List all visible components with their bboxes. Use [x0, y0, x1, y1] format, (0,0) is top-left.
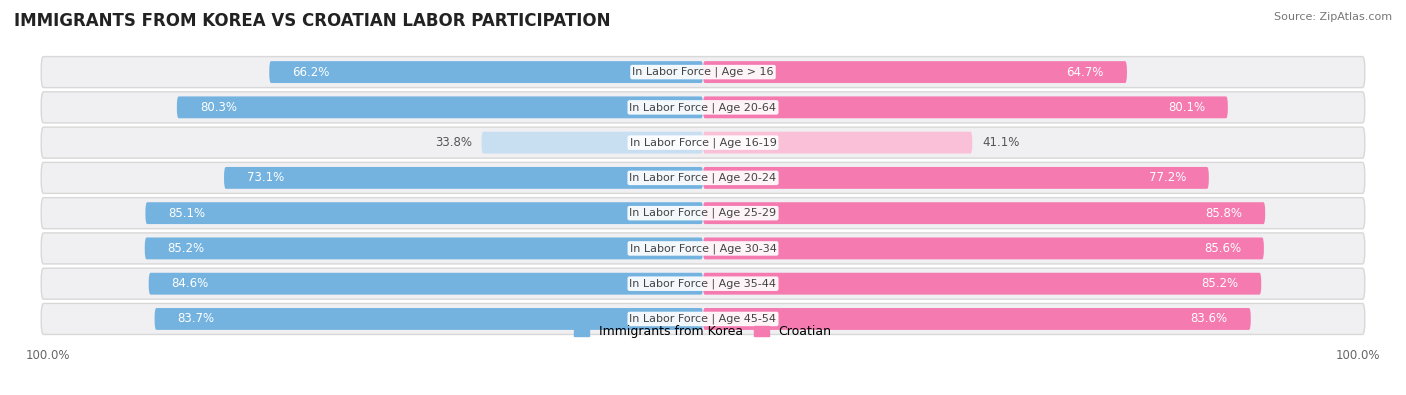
FancyBboxPatch shape: [703, 273, 1261, 295]
FancyBboxPatch shape: [155, 308, 703, 330]
Legend: Immigrants from Korea, Croatian: Immigrants from Korea, Croatian: [569, 320, 837, 343]
FancyBboxPatch shape: [145, 237, 703, 260]
Text: In Labor Force | Age 25-29: In Labor Force | Age 25-29: [630, 208, 776, 218]
FancyBboxPatch shape: [41, 198, 1365, 229]
FancyBboxPatch shape: [149, 273, 703, 295]
Text: In Labor Force | Age 35-44: In Labor Force | Age 35-44: [630, 278, 776, 289]
Text: In Labor Force | Age 20-64: In Labor Force | Age 20-64: [630, 102, 776, 113]
Text: In Labor Force | Age 30-34: In Labor Force | Age 30-34: [630, 243, 776, 254]
Text: 83.7%: 83.7%: [177, 312, 215, 325]
FancyBboxPatch shape: [41, 92, 1365, 123]
Text: 85.6%: 85.6%: [1204, 242, 1241, 255]
Text: In Labor Force | Age 16-19: In Labor Force | Age 16-19: [630, 137, 776, 148]
Text: 85.2%: 85.2%: [1201, 277, 1239, 290]
Text: IMMIGRANTS FROM KOREA VS CROATIAN LABOR PARTICIPATION: IMMIGRANTS FROM KOREA VS CROATIAN LABOR …: [14, 12, 610, 30]
FancyBboxPatch shape: [703, 96, 1227, 118]
FancyBboxPatch shape: [41, 233, 1365, 264]
FancyBboxPatch shape: [481, 132, 703, 154]
Text: 41.1%: 41.1%: [983, 136, 1019, 149]
Text: In Labor Force | Age > 16: In Labor Force | Age > 16: [633, 67, 773, 77]
FancyBboxPatch shape: [41, 268, 1365, 299]
FancyBboxPatch shape: [269, 61, 703, 83]
FancyBboxPatch shape: [145, 202, 703, 224]
Text: 84.6%: 84.6%: [172, 277, 209, 290]
Text: In Labor Force | Age 45-54: In Labor Force | Age 45-54: [630, 314, 776, 324]
FancyBboxPatch shape: [703, 61, 1128, 83]
Text: 85.2%: 85.2%: [167, 242, 205, 255]
Text: In Labor Force | Age 20-24: In Labor Force | Age 20-24: [630, 173, 776, 183]
FancyBboxPatch shape: [177, 96, 703, 118]
Text: 85.8%: 85.8%: [1205, 207, 1243, 220]
FancyBboxPatch shape: [703, 237, 1264, 260]
Text: 33.8%: 33.8%: [434, 136, 471, 149]
FancyBboxPatch shape: [703, 308, 1251, 330]
FancyBboxPatch shape: [41, 162, 1365, 194]
FancyBboxPatch shape: [41, 127, 1365, 158]
Text: Source: ZipAtlas.com: Source: ZipAtlas.com: [1274, 12, 1392, 22]
FancyBboxPatch shape: [703, 132, 973, 154]
Text: 66.2%: 66.2%: [292, 66, 329, 79]
FancyBboxPatch shape: [224, 167, 703, 189]
FancyBboxPatch shape: [703, 167, 1209, 189]
FancyBboxPatch shape: [703, 202, 1265, 224]
Text: 73.1%: 73.1%: [247, 171, 284, 184]
Text: 64.7%: 64.7%: [1067, 66, 1104, 79]
Text: 80.1%: 80.1%: [1168, 101, 1205, 114]
FancyBboxPatch shape: [41, 303, 1365, 335]
Text: 80.3%: 80.3%: [200, 101, 236, 114]
Text: 77.2%: 77.2%: [1149, 171, 1185, 184]
Text: 83.6%: 83.6%: [1191, 312, 1227, 325]
Text: 85.1%: 85.1%: [169, 207, 205, 220]
FancyBboxPatch shape: [41, 56, 1365, 88]
